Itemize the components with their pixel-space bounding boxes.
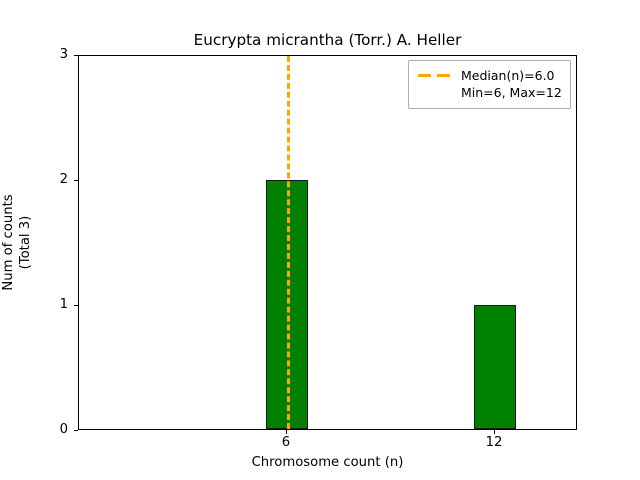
legend-dashed-line-icon (418, 70, 452, 82)
bars-layer (79, 56, 576, 429)
x-tick-mark-12 (494, 430, 496, 434)
legend-entry-minmax: Min=6, Max=12 (418, 84, 562, 101)
y-tick-mark-3 (74, 54, 78, 56)
x-axis-label: Chromosome count (n) (251, 455, 404, 470)
y-tick-label-0: 0 (59, 422, 68, 437)
y-tick-mark-0 (74, 429, 78, 431)
legend-label-median: Median(n)=6.0 (461, 68, 555, 83)
y-tick-label-2: 2 (59, 172, 68, 187)
x-tick-label-12: 12 (485, 435, 503, 450)
chart-title: Eucrypta micrantha (Torr.) A. Heller (193, 31, 462, 49)
x-tick-mark-6 (286, 430, 288, 434)
plot-area (78, 55, 577, 430)
y-tick-label-3: 3 (59, 47, 68, 62)
y-tick-label-1: 1 (59, 297, 68, 312)
median-line (287, 56, 290, 429)
x-tick-label-6: 6 (281, 435, 291, 450)
legend-entry-median: Median(n)=6.0 (418, 67, 561, 84)
legend: Median(n)=6.0 Min=6, Max=12 (408, 60, 571, 109)
legend-label-minmax: Min=6, Max=12 (461, 85, 562, 100)
y-tick-mark-2 (74, 179, 78, 181)
bar-12[interactable] (474, 304, 516, 429)
y-axis-label: Num of counts (Total 3) (1, 194, 33, 291)
y-tick-mark-1 (74, 304, 78, 306)
